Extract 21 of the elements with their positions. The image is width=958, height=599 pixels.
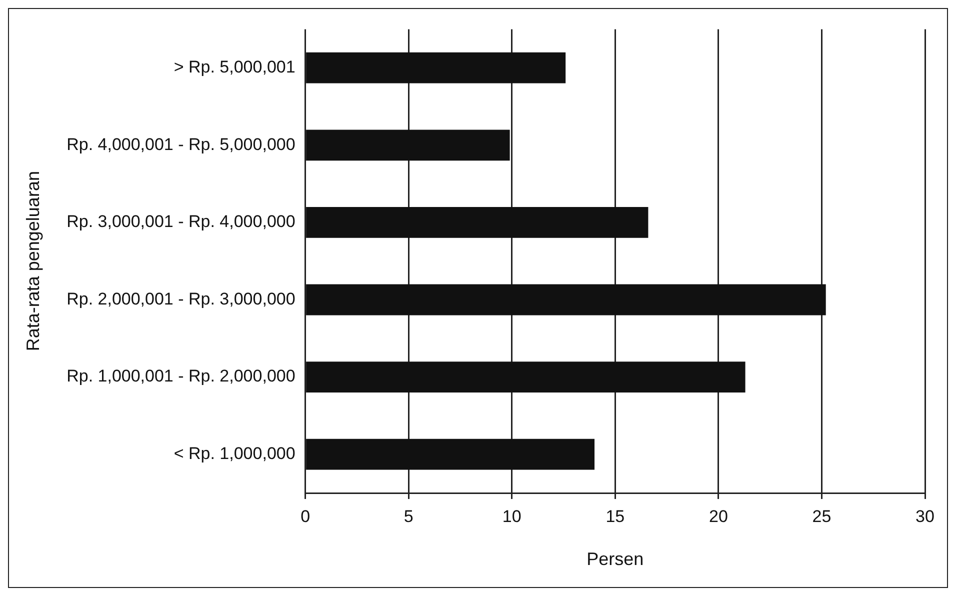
x-tick-label: 15 [606,506,625,526]
x-tick-label: 0 [300,506,310,526]
x-tick-label: 30 [916,506,934,526]
x-tick-label: 10 [502,506,522,526]
bar [306,130,510,161]
bar [306,362,746,393]
y-tick-label: Rp. 4,000,001 - Rp. 5,000,000 [66,134,296,154]
x-tick-label: 20 [708,506,728,526]
x-axis-title: Persen [586,549,644,570]
x-tick-label: 25 [812,506,832,526]
y-tick-label: < Rp. 1,000,000 [174,444,296,464]
y-tick-label: > Rp. 5,000,001 [174,58,296,77]
y-axis-title: Rata-rata pengeluaran [22,171,43,352]
y-tick-label: Rp. 1,000,001 - Rp. 2,000,000 [66,366,296,386]
y-tick-label: Rp. 2,000,001 - Rp. 3,000,000 [66,289,296,308]
x-tick-label: 5 [404,506,414,526]
y-tick-label: Rp. 3,000,001 - Rp. 4,000,000 [66,212,296,232]
bar [306,438,595,470]
bar [306,206,648,238]
bar [306,284,826,316]
bar [306,52,566,84]
